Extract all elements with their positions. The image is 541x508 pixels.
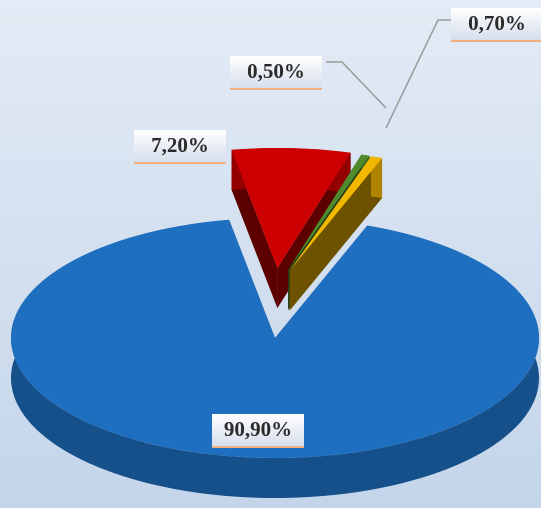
label-box [451, 8, 541, 40]
label-underline [134, 161, 226, 164]
data-label: 7,20% [151, 133, 209, 157]
label-box [230, 56, 322, 88]
slice [288, 154, 370, 270]
data-label: 0,70% [468, 11, 526, 35]
label-box [212, 414, 304, 446]
data-label: 90,90% [224, 417, 292, 441]
leader-line [385, 19, 454, 129]
pie [11, 148, 540, 498]
slice [11, 219, 540, 458]
label-box [134, 130, 226, 162]
slice-side [289, 158, 383, 311]
leader-line [326, 61, 387, 109]
data-label: 0,50% [247, 59, 305, 83]
slice-side [231, 149, 278, 309]
slice [289, 156, 383, 271]
label-underline [212, 445, 304, 448]
slice [231, 148, 351, 269]
label-underline [230, 87, 322, 90]
label-underline [451, 39, 541, 42]
labels: 7,20% 0,50% 0,70% 90,90% [134, 8, 541, 448]
